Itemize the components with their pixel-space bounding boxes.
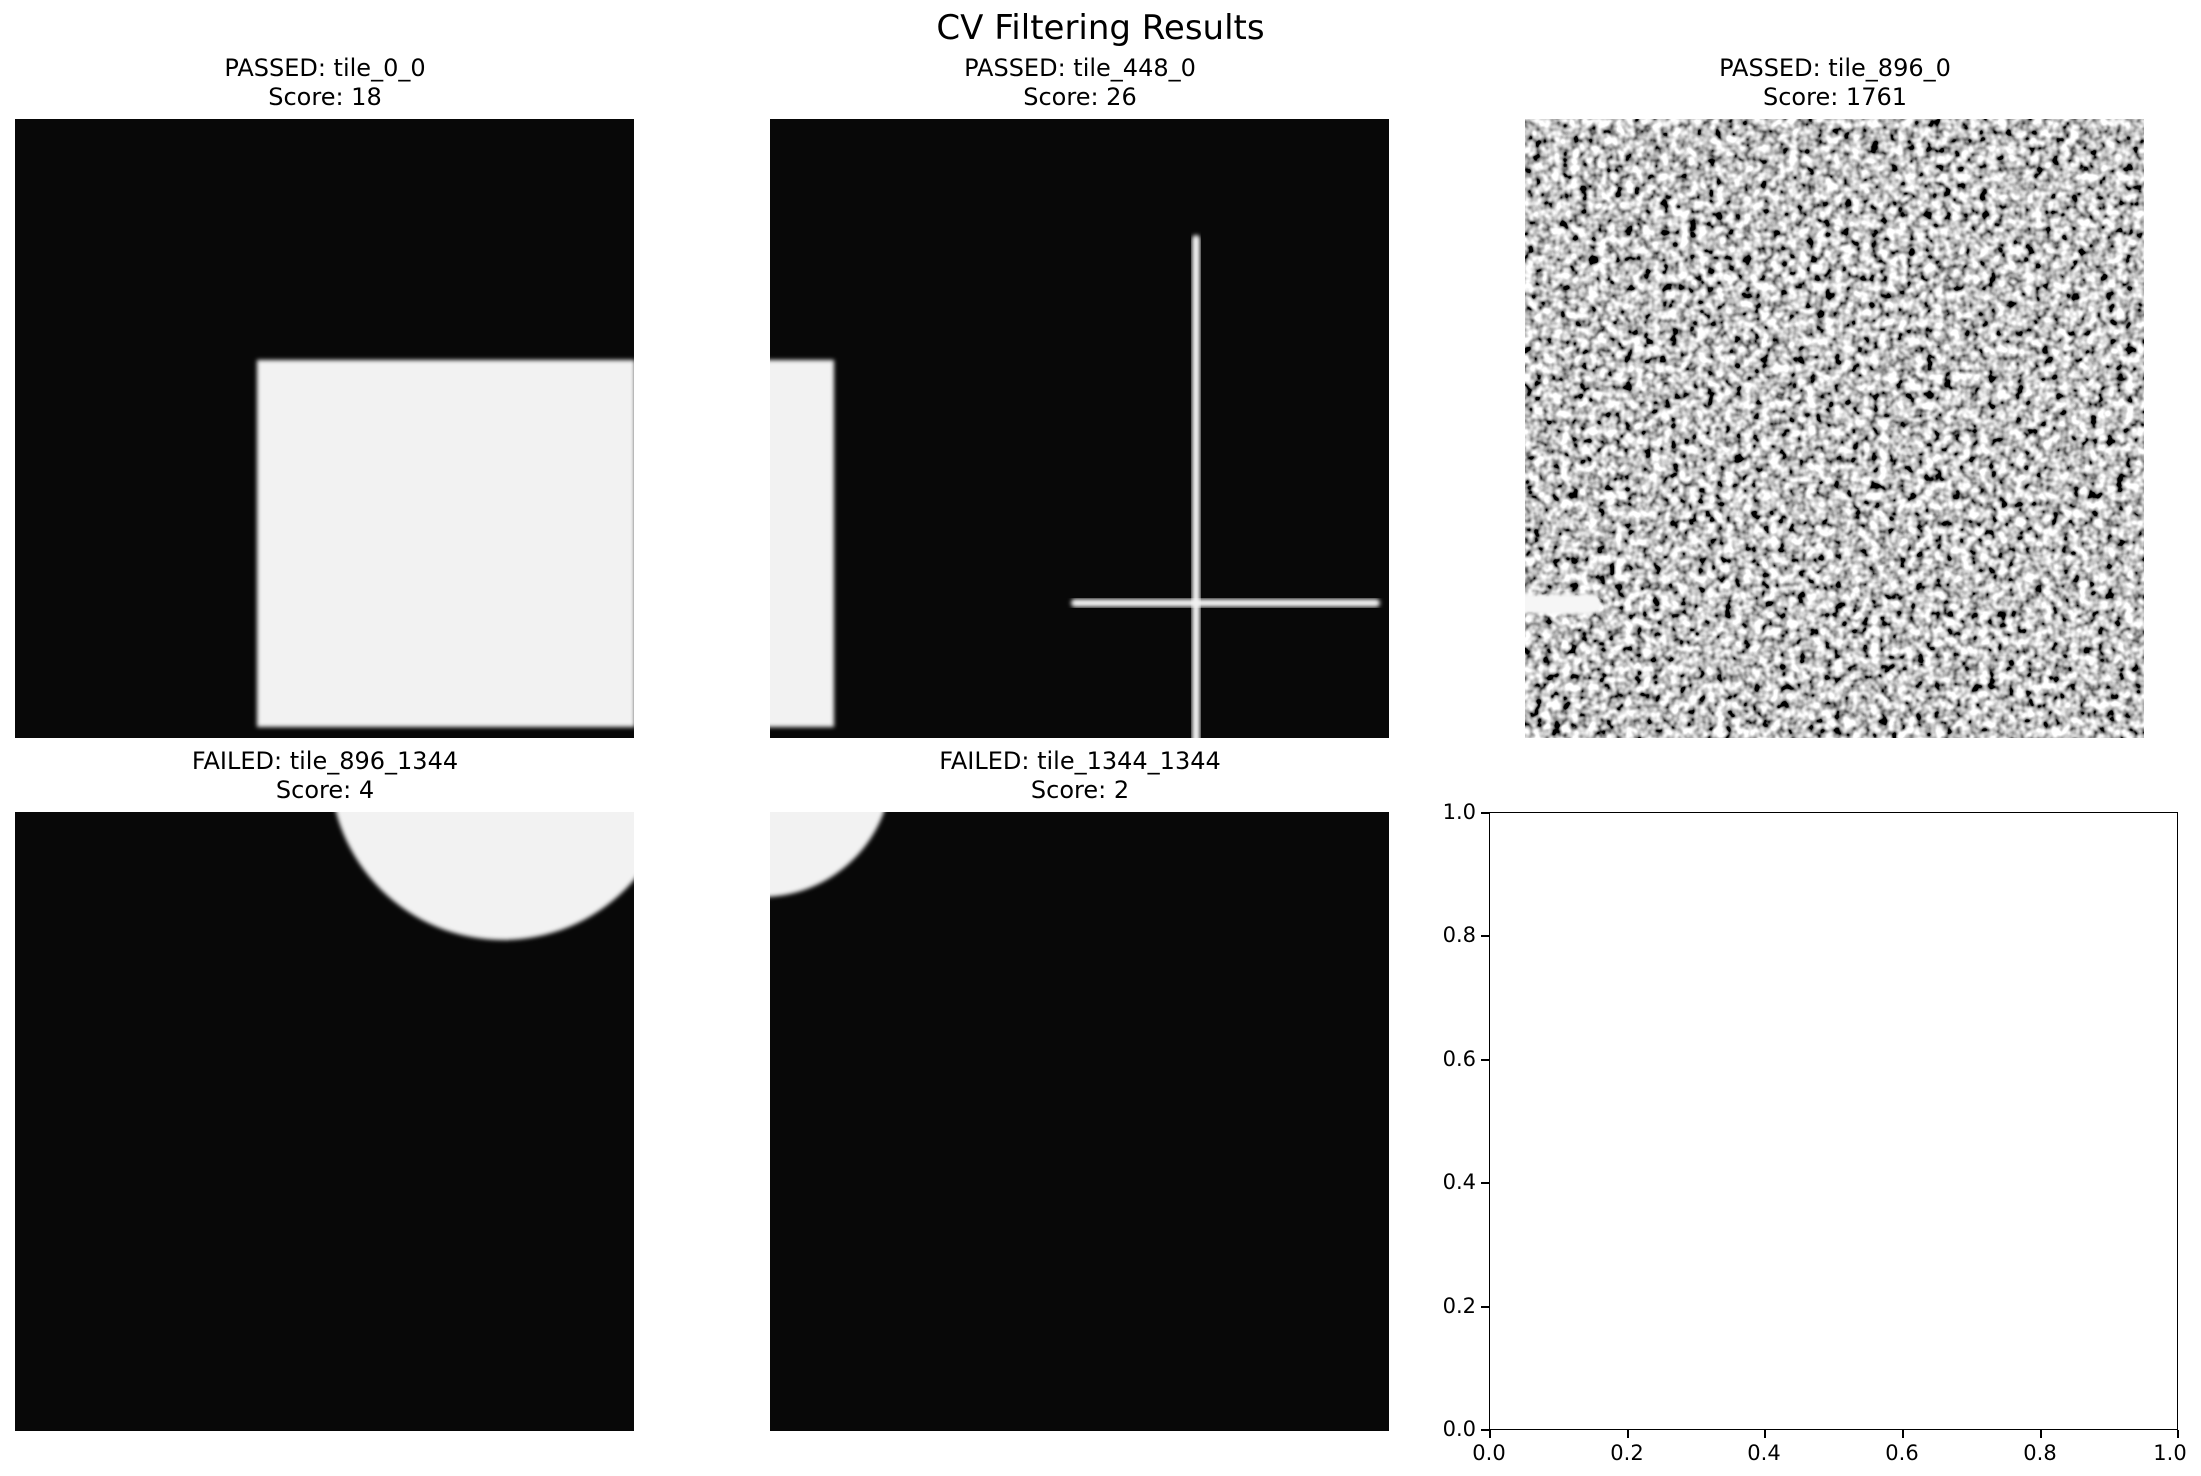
y-tick-label: 0.8 (1442, 923, 1476, 947)
panel-title-4: FAILED: tile_896_1344 Score: 4 (15, 747, 635, 805)
panel-heading: PASSED: tile_0_0 (224, 54, 426, 82)
panel-title-2: PASSED: tile_448_0 Score: 26 (770, 54, 1390, 112)
cross-vertical-bar (1192, 235, 1200, 738)
panel-title-3: PASSED: tile_896_0 Score: 1761 (1525, 54, 2145, 112)
panel-heading: PASSED: tile_896_0 (1719, 54, 1951, 82)
tile-image-4 (15, 812, 634, 1431)
panel-score: Score: 2 (1030, 776, 1130, 804)
y-tick (1481, 1059, 1489, 1061)
y-tick-label: 0.0 (1442, 1417, 1476, 1441)
panel-heading: FAILED: tile_896_1344 (191, 747, 459, 775)
cross-horizontal-bar (1071, 599, 1380, 607)
panel-score: Score: 18 (268, 83, 382, 111)
x-tick (1627, 1430, 1629, 1438)
tile-image-5 (770, 812, 1389, 1431)
x-tick-label: 0.8 (2023, 1441, 2057, 1465)
tile-image-2 (770, 119, 1389, 738)
panel-heading: FAILED: tile_1344_1344 (939, 747, 1221, 775)
panel-score: Score: 26 (1023, 83, 1137, 111)
empty-axes (1489, 812, 2178, 1430)
y-tick-label: 0.6 (1442, 1047, 1476, 1071)
figure-title: CV Filtering Results (936, 8, 1265, 48)
y-tick-label: 0.4 (1442, 1170, 1476, 1194)
panel-score: Score: 4 (275, 776, 375, 804)
y-tick (1481, 1429, 1489, 1431)
rectangle-shape (770, 360, 834, 727)
y-tick (1481, 812, 1489, 814)
x-tick (2177, 1430, 2179, 1438)
y-tick-label: 1.0 (1442, 800, 1476, 824)
circle-shape (335, 812, 634, 940)
x-tick (1489, 1430, 1491, 1438)
y-tick (1481, 1182, 1489, 1184)
x-tick-label: 0.6 (1885, 1441, 1919, 1465)
square-shape (257, 360, 634, 727)
x-tick-label: 0.0 (1472, 1441, 1506, 1465)
x-tick-label: 0.4 (1747, 1441, 1781, 1465)
panel-score: Score: 1761 (1762, 83, 1907, 111)
y-tick-label: 0.2 (1442, 1294, 1476, 1318)
panel-title-5: FAILED: tile_1344_1344 Score: 2 (770, 747, 1390, 805)
panel-heading: PASSED: tile_448_0 (964, 54, 1196, 82)
bar-shape (1525, 594, 1601, 614)
x-tick-label: 1.0 (2153, 1441, 2187, 1465)
circle-shape (770, 812, 884, 897)
x-tick (1902, 1430, 1904, 1438)
x-tick (1764, 1430, 1766, 1438)
panel-title-1: PASSED: tile_0_0 Score: 18 (15, 54, 635, 112)
x-tick (2040, 1430, 2042, 1438)
tile-image-3 (1525, 119, 2144, 738)
y-tick (1481, 935, 1489, 937)
tile-image-1 (15, 119, 634, 738)
x-tick-label: 0.2 (1610, 1441, 1644, 1465)
y-tick (1481, 1306, 1489, 1308)
